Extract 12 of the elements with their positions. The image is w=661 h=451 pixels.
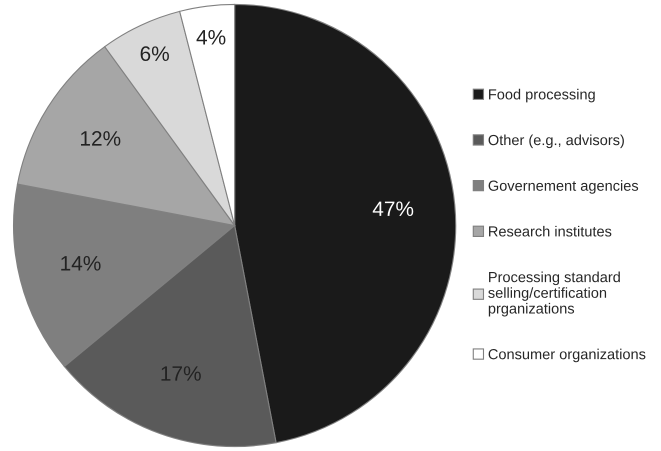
data-label: 6% — [140, 46, 169, 62]
data-label: 12% — [81, 131, 120, 146]
legend-label: Governement agencies — [488, 180, 638, 194]
legend-label: Processing standard selling/certification prganizations — [488, 272, 620, 317]
legend-label: Other (e.g., advisors) — [488, 134, 624, 148]
legend-label: Food processing — [489, 88, 595, 102]
data-label: 17% — [161, 366, 201, 381]
data-label: 47% — [372, 201, 414, 216]
data-label: 14% — [61, 256, 101, 271]
data-label: 4% — [196, 30, 226, 45]
legend-label: Research institutes — [489, 226, 612, 237]
legend-label: Consumer organizations — [488, 348, 646, 362]
